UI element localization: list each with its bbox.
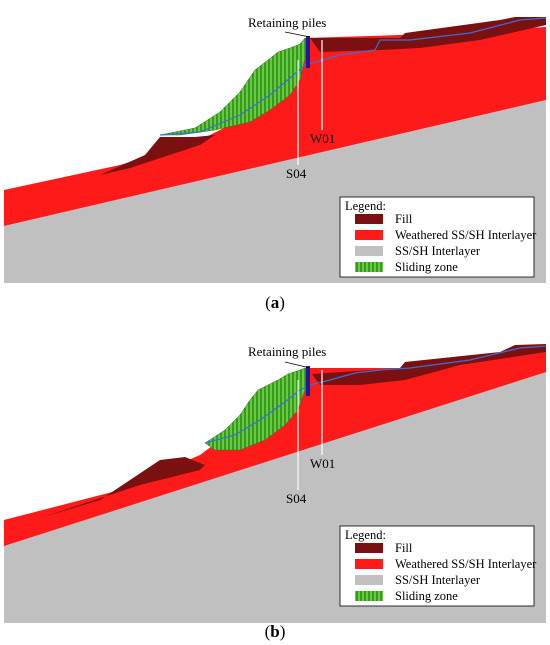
legend: Legend: Fill Weathered SS/SH Interlayer …: [339, 525, 537, 607]
fill-layer-upper: [312, 344, 546, 385]
water-table-line: [204, 345, 547, 444]
panel-a: Retaining piles W01 S04 Legend: Fill Wea…: [0, 0, 550, 283]
fill-layer-upper: [310, 17, 546, 52]
legend: Legend: Fill Weathered SS/SH Interlayer …: [339, 196, 537, 278]
pile-label: Retaining piles: [248, 15, 326, 30]
pile-leader-line: [284, 361, 311, 369]
legend-swatch-weathered: [355, 559, 383, 569]
weathered-layer: [4, 27, 546, 226]
legend-title: Legend:: [345, 199, 386, 213]
legend-swatch-fill: [355, 214, 383, 224]
pile-label: Retaining piles: [248, 344, 326, 359]
legend-swatch-sliding: [355, 591, 383, 601]
panel-b: Retaining piles W01 S04 Legend: Fill Wea…: [0, 340, 550, 623]
weathered-layer: [4, 346, 546, 546]
legend-label-sliding: Sliding zone: [395, 260, 458, 274]
pile-leader-line: [284, 31, 311, 38]
legend-swatch-bedrock: [355, 246, 383, 256]
sliding-zone: [204, 367, 306, 451]
cross-section-a: Retaining piles W01 S04 Legend: Fill Wea…: [4, 15, 547, 283]
borehole-label-s04: S04: [286, 166, 307, 181]
legend-label-fill: Fill: [395, 212, 413, 226]
legend-label-bedrock: SS/SH Interlayer: [395, 244, 481, 258]
sliding-zone: [159, 37, 306, 136]
cross-section-b: Retaining piles W01 S04 Legend: Fill Wea…: [4, 344, 547, 623]
legend-title: Legend:: [345, 528, 386, 542]
borehole-label-s04: S04: [286, 491, 307, 506]
legend-label-weathered: Weathered SS/SH Interlayer: [395, 228, 537, 242]
legend-swatch-fill: [355, 543, 383, 553]
legend-swatch-weathered: [355, 230, 383, 240]
borehole-label-w01: W01: [310, 131, 335, 146]
retaining-pile: [306, 366, 310, 396]
legend-swatch-bedrock: [355, 575, 383, 585]
retaining-pile: [306, 36, 310, 68]
legend-label-bedrock: SS/SH Interlayer: [395, 573, 481, 587]
legend-swatch-sliding: [355, 262, 383, 272]
legend-label-fill: Fill: [395, 541, 413, 555]
fill-layer-lower: [40, 457, 205, 518]
legend-label-sliding: Sliding zone: [395, 589, 458, 603]
caption-a: (a): [265, 293, 285, 312]
caption-b: (b): [264, 622, 286, 641]
fill-layer-lower: [100, 135, 215, 175]
borehole-label-w01: W01: [310, 456, 335, 471]
water-table-line: [159, 17, 547, 136]
legend-label-weathered: Weathered SS/SH Interlayer: [395, 557, 537, 571]
